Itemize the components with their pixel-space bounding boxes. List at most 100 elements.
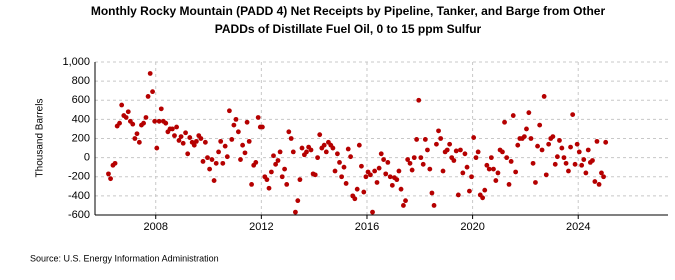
point — [541, 94, 547, 99]
point — [394, 177, 400, 183]
point — [460, 170, 466, 176]
point — [374, 180, 380, 185]
point — [409, 167, 415, 173]
point — [601, 174, 606, 180]
point — [288, 136, 294, 141]
point — [240, 142, 246, 148]
point — [242, 150, 248, 156]
point — [398, 186, 404, 192]
point — [238, 157, 243, 162]
point — [141, 120, 146, 126]
point — [134, 131, 140, 137]
point — [603, 139, 609, 145]
point — [447, 141, 453, 147]
point — [370, 209, 375, 215]
point — [568, 144, 573, 150]
y-tick-label: 600 — [72, 94, 90, 106]
point — [249, 182, 254, 187]
point — [244, 119, 250, 125]
point — [464, 164, 470, 170]
point — [451, 158, 457, 163]
point — [335, 151, 340, 157]
y-tick-label: 0 — [84, 152, 90, 164]
point — [486, 166, 492, 172]
point — [552, 161, 558, 167]
point — [539, 147, 545, 153]
point — [559, 145, 565, 151]
point — [543, 172, 549, 178]
point — [488, 155, 494, 161]
point — [592, 179, 598, 184]
point — [348, 154, 354, 160]
point — [163, 120, 169, 126]
point — [112, 160, 118, 166]
point — [323, 149, 329, 155]
point — [224, 154, 230, 160]
point — [396, 168, 402, 174]
point — [495, 170, 501, 176]
point — [176, 138, 182, 143]
point — [147, 71, 153, 76]
source-note: Source: U.S. Energy Information Administ… — [30, 253, 219, 263]
point — [414, 137, 420, 142]
point — [533, 180, 538, 185]
point — [108, 176, 113, 182]
point — [566, 168, 571, 174]
point — [469, 174, 474, 180]
point — [513, 169, 519, 175]
point — [431, 203, 437, 208]
point — [125, 109, 131, 115]
point — [299, 145, 305, 151]
point — [407, 160, 413, 166]
point — [515, 142, 521, 148]
point — [187, 135, 193, 140]
point — [275, 158, 281, 163]
point — [277, 149, 283, 155]
point — [207, 166, 213, 172]
point — [337, 160, 342, 165]
point — [467, 188, 472, 194]
point — [200, 159, 206, 164]
y-tick-label: 400 — [72, 113, 90, 125]
point — [427, 166, 433, 172]
point — [286, 129, 292, 135]
point — [535, 143, 540, 149]
point — [458, 147, 463, 153]
point — [227, 108, 232, 114]
point — [438, 136, 444, 141]
point — [528, 136, 534, 141]
point — [117, 120, 122, 126]
point — [297, 177, 303, 183]
point — [293, 209, 298, 215]
point — [440, 168, 446, 174]
point — [416, 97, 422, 103]
point — [596, 182, 602, 187]
point — [403, 198, 408, 204]
point — [154, 145, 160, 151]
point — [363, 174, 369, 180]
point — [290, 149, 296, 155]
point — [178, 134, 184, 139]
point — [385, 160, 391, 165]
point — [202, 139, 208, 145]
point — [123, 115, 129, 120]
x-tick-label: 2024 — [566, 221, 590, 233]
point — [521, 134, 527, 139]
point — [106, 171, 111, 177]
point — [401, 203, 406, 208]
point — [222, 143, 228, 149]
point — [576, 149, 582, 155]
point — [343, 181, 349, 186]
point — [378, 151, 384, 157]
point — [279, 174, 285, 180]
point — [132, 136, 138, 141]
point — [172, 133, 177, 139]
point — [422, 137, 428, 142]
chart-title: PADDs of Distillate Fuel Oil, 0 to 15 pp… — [215, 22, 482, 36]
point — [579, 162, 585, 168]
point — [246, 138, 252, 144]
point — [436, 128, 441, 134]
point — [282, 166, 287, 172]
point — [152, 118, 158, 124]
